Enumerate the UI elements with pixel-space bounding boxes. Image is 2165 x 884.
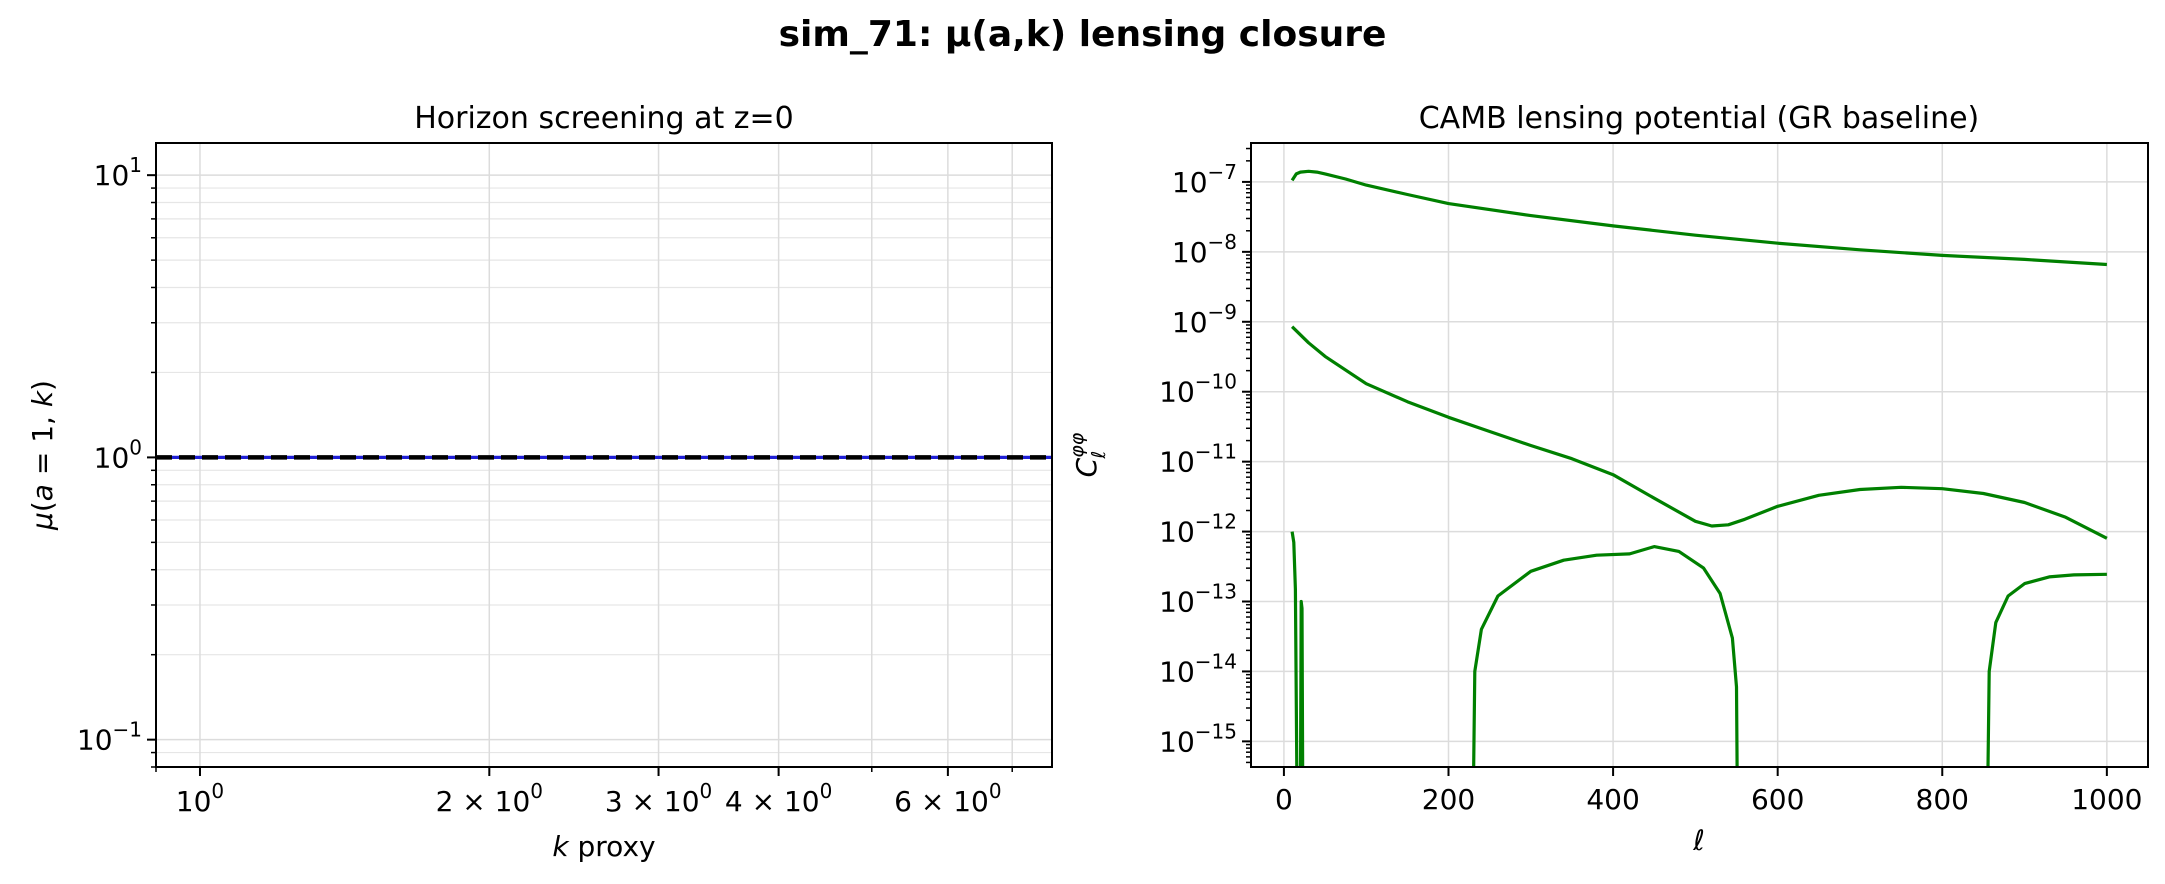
x-tick-label: 3 × 100 [605, 779, 712, 818]
tick-exponent: 0 [820, 779, 833, 803]
tick-base: 10 [1159, 725, 1195, 758]
tick-exponent: −11 [1195, 440, 1237, 464]
tick-exponent: 0 [700, 779, 713, 803]
y-label-k: k [26, 389, 59, 407]
axes-frame [155, 142, 1053, 768]
x-label-k: k [552, 830, 570, 863]
series-line-5 [1472, 544, 1739, 767]
tick-exponent: 0 [129, 435, 142, 459]
tick-base: 10 [953, 785, 989, 818]
tick-base: 10 [1159, 446, 1195, 479]
x-tick-label: 800 [1916, 783, 1969, 816]
y-tick-label: 10−11 [1159, 440, 1237, 479]
x-tick-label: 600 [1751, 783, 1804, 816]
y-tick-label: 10−14 [1159, 649, 1237, 688]
y-tick-label: 100 [94, 435, 142, 474]
tick-base: 10 [1172, 236, 1208, 269]
tick-base: 10 [176, 785, 212, 818]
tick-base: 10 [1172, 166, 1208, 199]
tick-base: 10 [94, 441, 130, 474]
tick-base: 10 [664, 785, 700, 818]
tick-exponent: 0 [989, 779, 1002, 803]
x-tick-label: 4 × 100 [725, 779, 832, 818]
tick-base: 10 [1159, 516, 1195, 549]
tick-exponent: −7 [1208, 160, 1237, 184]
y-tick-label: 10−10 [1159, 370, 1237, 409]
y-tick-label: 10−13 [1159, 580, 1237, 619]
x-tick-label: 400 [1586, 783, 1639, 816]
lensing-panel: 10−1510−1410−1310−1210−1110−1010−910−810… [1066, 101, 2149, 857]
tick-base: 10 [495, 785, 531, 818]
y-tick-label: 10−1 [77, 718, 142, 757]
series-group [1290, 169, 2108, 767]
series-line-3 [1290, 531, 1299, 767]
y-tick-label: 10−15 [1159, 719, 1237, 758]
x-tick-label: 1000 [2071, 783, 2142, 816]
tick-mantissa: 3 × [605, 785, 664, 818]
tick-base: 10 [1172, 306, 1208, 339]
tick-exponent: −13 [1195, 580, 1237, 604]
grid [1251, 143, 2148, 767]
x-axis-label: k proxy [552, 830, 655, 863]
tick-exponent: −9 [1208, 300, 1237, 324]
tick-exponent: −10 [1195, 370, 1237, 394]
panel-title: CAMB lensing potential (GR baseline) [1419, 101, 1980, 136]
tick-mantissa: 4 × [725, 785, 784, 818]
tick-exponent: 1 [129, 153, 142, 177]
series-line-4 [1298, 599, 1305, 767]
tick-base: 10 [1159, 655, 1195, 688]
series-line-6 [1986, 572, 2107, 767]
tick-mantissa: 6 × [894, 785, 953, 818]
tick-base: 10 [1159, 586, 1195, 619]
tick-base: 10 [784, 785, 820, 818]
y-label-a: a [26, 484, 59, 501]
series-line-1 [1290, 169, 2107, 267]
y-tick-label: 101 [94, 153, 142, 192]
y-label-open: ( [26, 501, 59, 512]
y-label-mid: = 1, [26, 407, 59, 484]
y-tick-label: 10−8 [1172, 230, 1237, 269]
x-tick-label: 100 [176, 779, 224, 818]
y-label-sub: ℓ [1088, 451, 1110, 460]
y-axis-label: Cφφℓ [1066, 432, 1110, 477]
y-label-sup: φφ [1066, 432, 1088, 458]
tick-base: 10 [94, 159, 130, 192]
axes-frame [1250, 142, 2149, 768]
series-line-2 [1290, 325, 2108, 540]
tick-exponent: −1 [113, 718, 142, 742]
y-label-C: C [1070, 457, 1103, 477]
y-label-mu: μ [26, 512, 59, 531]
figure-title: sim_71: μ(a,k) lensing closure [778, 14, 1387, 55]
panel-title: Horizon screening at z=0 [414, 101, 794, 136]
tick-exponent: −12 [1195, 510, 1237, 534]
tick-exponent: −14 [1195, 649, 1237, 673]
x-axis-label: ℓ [1692, 824, 1705, 857]
x-tick-label: 200 [1422, 783, 1475, 816]
tick-exponent: 0 [211, 779, 224, 803]
tick-base: 10 [1159, 376, 1195, 409]
y-tick-label: 10−7 [1172, 160, 1237, 199]
tick-mantissa: 2 × [436, 785, 495, 818]
ticks: 10−1510−1410−1310−1210−1110−1010−910−810… [1159, 147, 2142, 816]
x-tick-label: 2 × 100 [436, 779, 543, 818]
tick-exponent: 0 [530, 779, 543, 803]
y-tick-label: 10−9 [1172, 300, 1237, 339]
grid [155, 143, 1052, 768]
y-tick-label: 10−12 [1159, 510, 1237, 549]
tick-exponent: −15 [1195, 719, 1237, 743]
y-label-close: ) [26, 380, 59, 391]
y-axis-label: μ(a = 1, k) [26, 380, 59, 531]
tick-exponent: −8 [1208, 230, 1237, 254]
x-label-rest: proxy [569, 830, 656, 863]
x-tick-label: 6 × 100 [894, 779, 1001, 818]
tick-base: 10 [77, 724, 113, 757]
x-tick-label: 0 [1275, 783, 1293, 816]
